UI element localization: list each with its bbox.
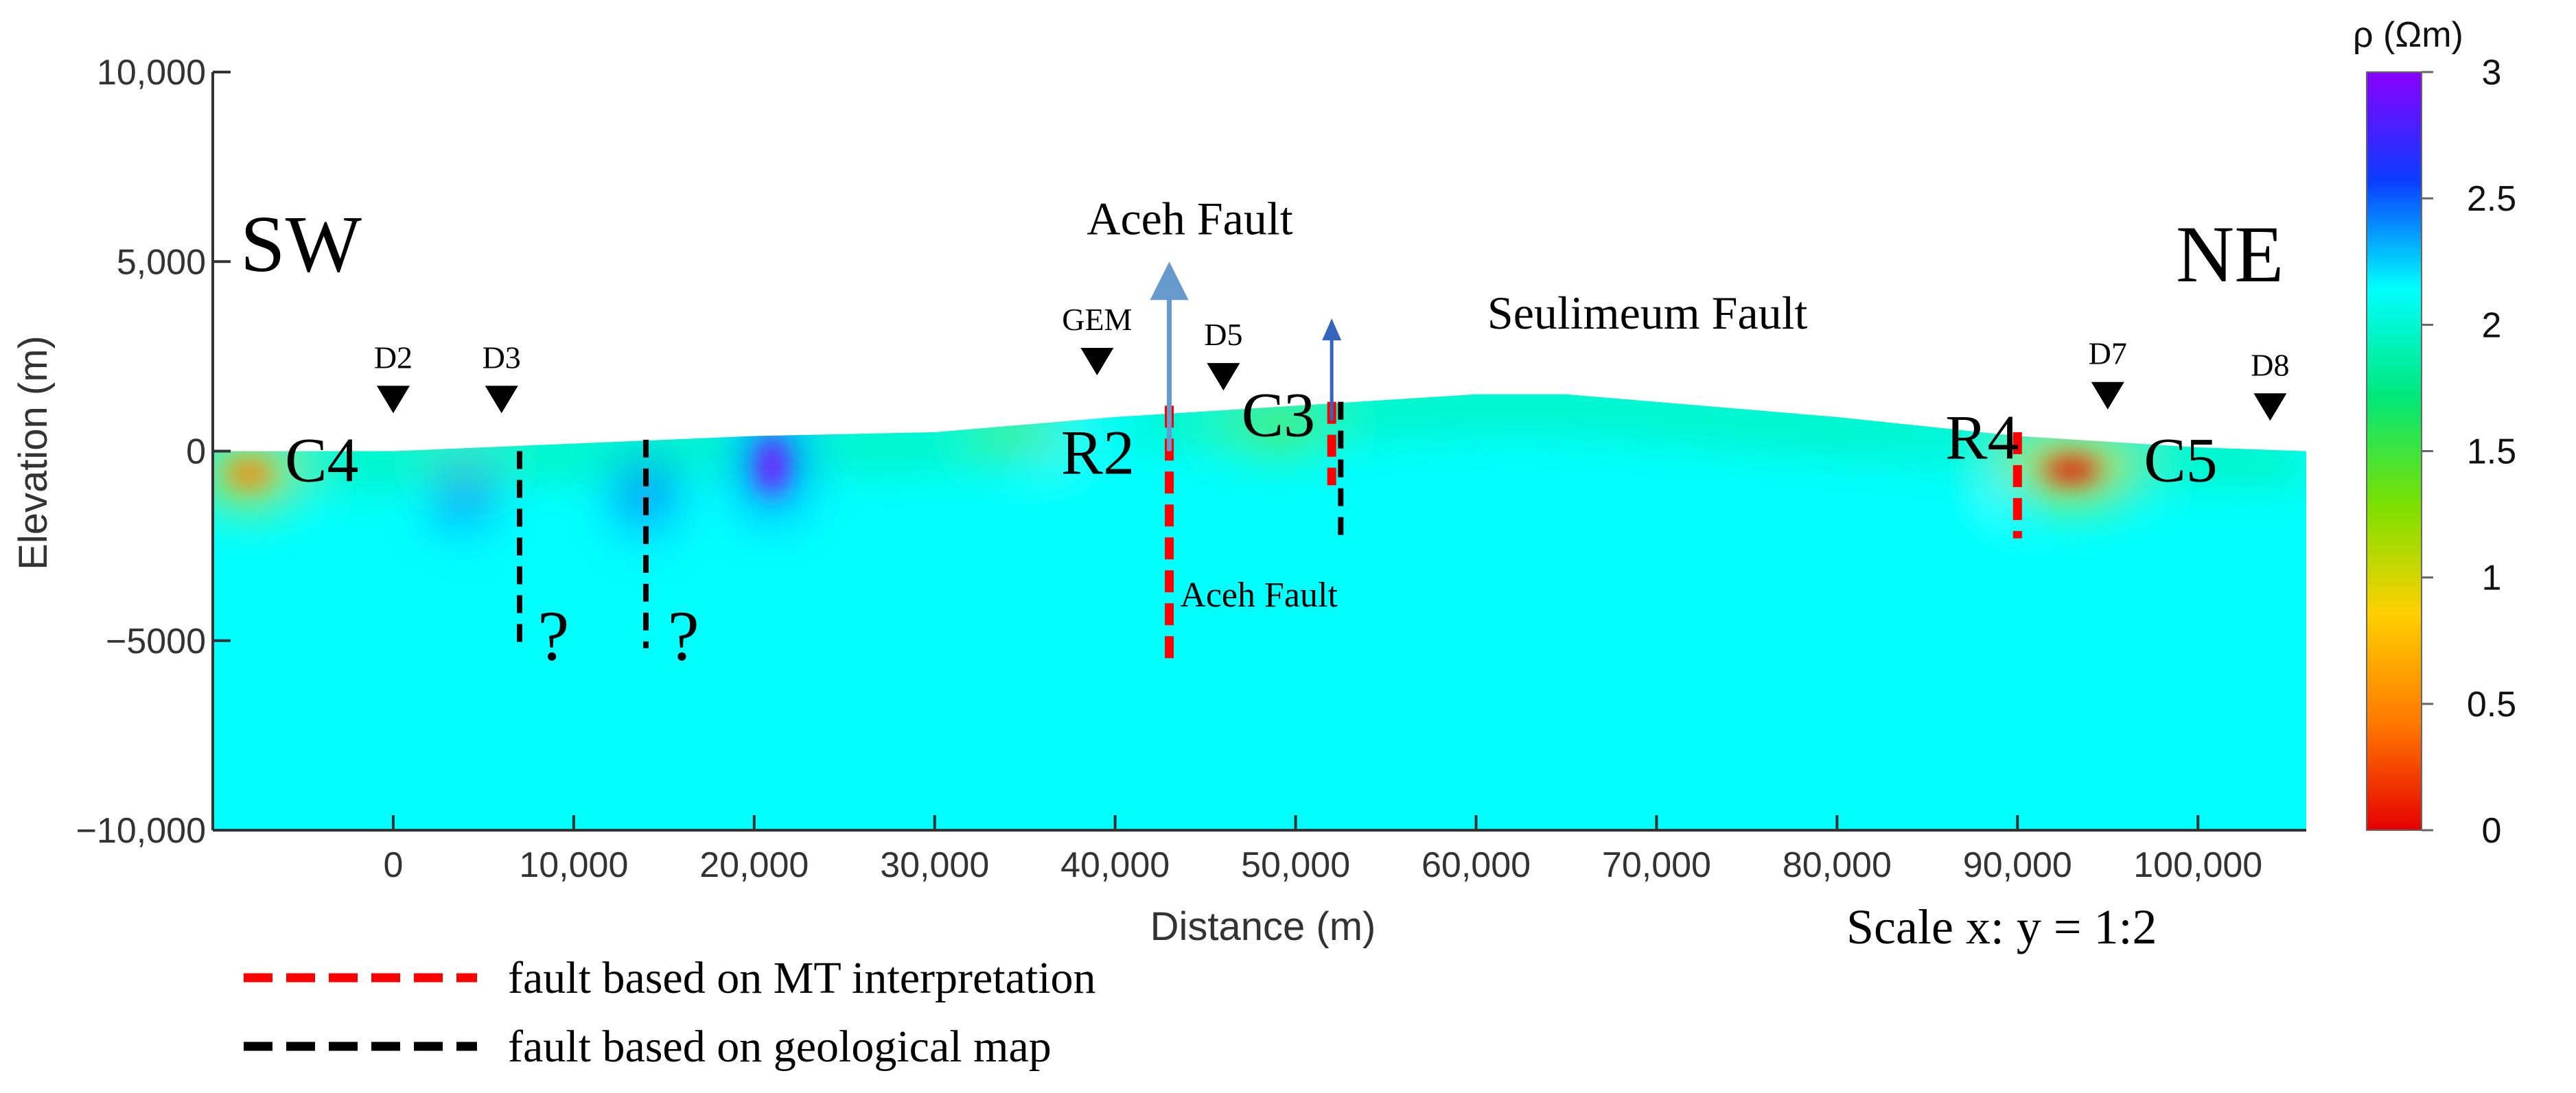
resistivity-anomaly	[1223, 407, 1332, 442]
legend-label: fault based on MT interpretation	[508, 953, 1096, 1003]
resistivity-zone-label: C3	[1242, 379, 1315, 449]
resistivity-zone-label: R4	[1945, 403, 2019, 473]
colorbar-tick-label: 0.5	[2467, 685, 2516, 725]
x-tick-label: 80,000	[1783, 845, 1892, 885]
y-tick-label: 0	[186, 432, 206, 472]
x-axis-ticks: 0 10,000 20,000 30,000 40,000 50,000 60,000 70,…	[383, 815, 2262, 885]
station-label: D7	[2089, 336, 2127, 371]
x-tick-label: 60,000	[1422, 845, 1531, 885]
x-tick-label: 40,000	[1060, 845, 1170, 885]
x-tick-label: 10,000	[519, 845, 628, 885]
resistivity-section	[213, 72, 2306, 830]
resistivity-core	[227, 462, 271, 486]
plot-axes: 10,000 5,000 0 −5000 −10,000 0 10,000 20,000 30…	[11, 53, 2306, 949]
colorbar-tick-label: 3	[2482, 53, 2502, 93]
section-cores	[227, 439, 2099, 493]
y-tick-label: 10,000	[97, 53, 206, 93]
x-tick-label: 0	[383, 845, 403, 885]
resistivity-zone-label: C5	[2144, 425, 2217, 495]
fault-arrow-head	[1322, 318, 1342, 341]
fault-arrows: Aceh Fault Seulimeum Fault	[1087, 192, 1808, 451]
resistivity-core	[2044, 458, 2099, 482]
colorbar-tick-label: 1.5	[2467, 432, 2516, 472]
station-label: D2	[374, 340, 413, 375]
fault-arrow-label: Seulimeum Fault	[1487, 287, 1808, 339]
resistivity-core	[759, 439, 785, 493]
y-tick-label: −5000	[106, 622, 206, 661]
resistivity-zone-label: R2	[1061, 418, 1135, 488]
x-axis-title: Distance (m)	[1150, 904, 1376, 949]
uncertain-fault-mark: ?	[537, 596, 569, 675]
x-tick-label: 100,000	[2133, 845, 2262, 885]
x-tick-label: 90,000	[1963, 845, 2072, 885]
colorbar-tick-label: 0	[2482, 811, 2502, 851]
station-label: GEM	[1062, 302, 1132, 337]
colorbar-tick-label: 2	[2482, 305, 2502, 345]
fault-arrow-label: Aceh Fault	[1087, 192, 1292, 244]
fault-arrow-head	[1150, 261, 1189, 301]
fault-name-label: Aceh Fault	[1180, 576, 1338, 615]
section-anomalies	[213, 391, 2306, 830]
station-label: D3	[483, 340, 521, 375]
x-tick-label: 20,000	[699, 845, 809, 885]
section-annotations: SW NE D2 D3 GEM D5 D7 D8 ? ? Aceh Fault Aceh Fa…	[240, 192, 2290, 675]
resistivity-anomaly	[447, 462, 484, 531]
station-markers: D2 D3 GEM D5 D7 D8	[374, 302, 2290, 421]
resistivity-zone-label: C4	[285, 425, 358, 495]
resistivity-anomaly	[610, 527, 719, 830]
colorbar-tick-label: 1	[2482, 559, 2502, 598]
y-tick-label: −10,000	[76, 811, 206, 851]
resistivity-anomaly	[721, 424, 823, 743]
y-axis-title: Elevation (m)	[11, 336, 56, 570]
direction-label-sw: SW	[240, 199, 362, 289]
x-tick-label: 30,000	[880, 845, 989, 885]
station-marker	[2091, 381, 2124, 410]
station-marker	[376, 386, 410, 414]
station-label: D5	[1204, 317, 1242, 352]
legend-label: fault based on geological map	[508, 1022, 1052, 1072]
resistivity-anomaly	[1900, 451, 1991, 588]
resistivity-anomaly	[456, 527, 619, 792]
colorbar: 3 2.5 2 1.5 1 0.5 0 ρ (Ωm)	[2353, 15, 2516, 851]
y-axis-ticks: 10,000 5,000 0 −5000 −10,000	[76, 53, 231, 851]
zone-labels: C4 R2 C3 R4 C5	[285, 379, 2218, 495]
y-tick-label: 5,000	[117, 242, 206, 282]
colorbar-ticks: 3 2.5 2 1.5 1 0.5 0	[2422, 53, 2516, 851]
resistivity-anomaly	[624, 458, 668, 535]
legend: fault based on MT interpretation fault ba…	[244, 953, 1096, 1072]
resistivity-anomaly	[1043, 413, 1152, 550]
surface-band	[213, 391, 2306, 473]
colorbar-tick-label: 2.5	[2467, 179, 2516, 219]
station-marker	[1207, 363, 1240, 391]
station-marker	[1080, 348, 1114, 375]
x-tick-label: 70,000	[1602, 845, 1711, 885]
colorbar-gradient	[2366, 71, 2422, 831]
x-tick-label: 50,000	[1241, 845, 1350, 885]
station-label: D8	[2251, 347, 2289, 382]
direction-label-ne: NE	[2176, 209, 2284, 299]
air-mask	[213, 72, 2306, 451]
station-marker	[485, 386, 518, 414]
uncertain-fault-mark: ?	[668, 596, 699, 675]
scale-note: Scale x: y = 1:2	[1846, 900, 2157, 954]
colorbar-label: ρ (Ωm)	[2353, 15, 2463, 55]
station-marker	[2253, 393, 2287, 421]
